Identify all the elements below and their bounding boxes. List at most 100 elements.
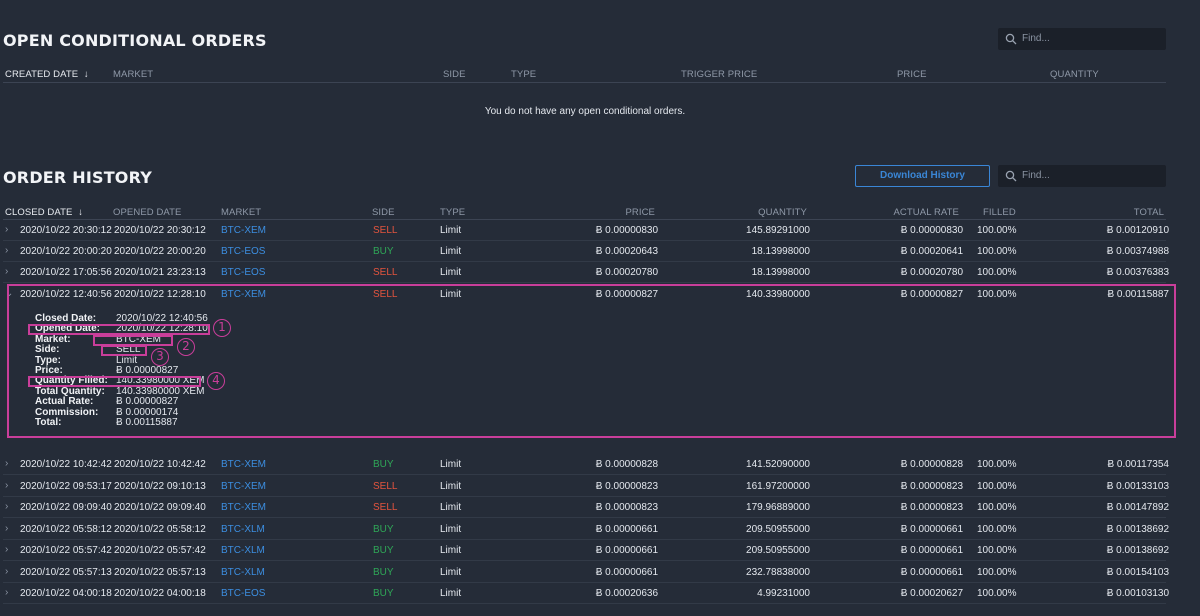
detail-label: Total Quantity: <box>35 385 105 397</box>
cell-quantity: 140.33980000 <box>746 289 810 300</box>
col-filled[interactable]: FILLED <box>983 207 1016 218</box>
col-total[interactable]: TOTAL <box>1133 207 1164 218</box>
cell-price: Ƀ 0.00000661 <box>595 566 658 578</box>
open-orders-header-divider <box>3 82 1166 83</box>
col-price[interactable]: PRICE <box>897 69 927 80</box>
table-row[interactable]: › 2020/10/22 20:30:12 2020/10/22 20:30:12 B… <box>3 220 1169 241</box>
cell-market[interactable]: BTC-XLM <box>221 523 265 535</box>
cell-price: Ƀ 0.00000661 <box>595 545 658 556</box>
highlight-opened-date <box>28 324 210 335</box>
cell-quantity: 145.89291000 <box>746 225 810 236</box>
cell-filled: 100.00% <box>977 502 1017 513</box>
chevron-right-icon[interactable]: › <box>5 224 9 235</box>
chevron-right-icon[interactable]: › <box>5 479 9 491</box>
table-row[interactable]: › 2020/10/22 04:00:18 2020/10/22 04:00:18 B… <box>3 583 1169 604</box>
cell-total: Ƀ 0.00115887 <box>1107 289 1169 300</box>
cell-side: SELL <box>373 480 398 492</box>
chevron-right-icon[interactable]: › <box>5 501 9 512</box>
col-actual-rate[interactable]: ACTUAL RATE <box>893 207 959 218</box>
table-row[interactable]: › 2020/10/22 09:53:17 2020/10/22 09:10:13 B… <box>3 476 1169 497</box>
col-closed-date-label: CLOSED DATE <box>5 207 73 218</box>
col-market[interactable]: MARKET <box>113 69 154 80</box>
col-quantity[interactable]: QUANTITY <box>758 207 807 218</box>
col-trigger-price[interactable]: TRIGGER PRICE <box>681 69 758 80</box>
table-row[interactable]: ⌄ 2020/10/22 12:40:56 2020/10/22 12:28:10 B… <box>3 284 1169 305</box>
col-opened-date[interactable]: OPENED DATE <box>113 207 182 218</box>
table-row[interactable]: › 2020/10/22 17:05:56 2020/10/21 23:23:13 B… <box>3 262 1169 283</box>
detail-label: Market: <box>35 333 71 345</box>
cell-actual-rate: Ƀ 0.00000830 <box>900 225 963 236</box>
cell-market[interactable]: BTC-EOS <box>221 267 266 278</box>
chevron-right-icon[interactable]: › <box>5 544 9 555</box>
order-history-search-input[interactable]: Find... <box>998 165 1166 187</box>
cell-closed-date: 2020/10/22 09:53:17 <box>20 480 112 492</box>
chevron-right-icon[interactable]: › <box>5 458 9 469</box>
table-row[interactable]: › 2020/10/22 10:42:42 2020/10/22 10:42:42 B… <box>3 454 1169 475</box>
col-price[interactable]: PRICE <box>625 207 655 218</box>
detail-value: SELL <box>116 344 141 356</box>
col-quantity[interactable]: QUANTITY <box>1050 69 1099 80</box>
col-side[interactable]: SIDE <box>372 207 395 218</box>
cell-market[interactable]: BTC-EOS <box>221 588 266 599</box>
cell-market[interactable]: BTC-XEM <box>221 289 266 300</box>
col-market[interactable]: MARKET <box>221 207 262 218</box>
open-orders-search-input[interactable]: Find... <box>998 28 1166 50</box>
table-row[interactable]: › 2020/10/22 20:00:20 2020/10/22 20:00:20 B… <box>3 241 1169 262</box>
cell-market[interactable]: BTC-XEM <box>221 459 266 470</box>
cell-closed-date: 2020/10/22 17:05:56 <box>20 267 112 278</box>
cell-price: Ƀ 0.00000823 <box>595 502 658 513</box>
chevron-right-icon[interactable]: › <box>5 587 9 598</box>
cell-total: Ƀ 0.00374988 <box>1106 246 1169 257</box>
annotation-badge-1: 1 <box>213 319 231 337</box>
detail-value: Ƀ 0.00000827 <box>116 365 179 376</box>
col-type[interactable]: TYPE <box>511 69 537 80</box>
cell-actual-rate: Ƀ 0.00000661 <box>900 545 963 556</box>
cell-market[interactable]: BTC-XEM <box>221 480 266 492</box>
cell-quantity: 18.13998000 <box>751 267 810 278</box>
cell-side: SELL <box>373 267 398 278</box>
cell-filled: 100.00% <box>977 225 1017 236</box>
cell-market[interactable]: BTC-XEM <box>221 502 266 513</box>
cell-price: Ƀ 0.00000823 <box>595 480 658 492</box>
chevron-down-icon[interactable]: ⌄ <box>5 288 14 299</box>
cell-side: SELL <box>373 502 398 513</box>
chevron-right-icon[interactable]: › <box>5 245 9 256</box>
cell-filled: 100.00% <box>977 480 1017 492</box>
cell-opened-date: 2020/10/22 12:28:10 <box>114 289 206 300</box>
col-created-date[interactable]: CREATED DATE ↓ <box>5 69 89 80</box>
table-row[interactable]: › 2020/10/22 05:57:42 2020/10/22 05:57:42 B… <box>3 540 1169 561</box>
chevron-right-icon[interactable]: › <box>5 522 9 534</box>
table-row[interactable]: › 2020/10/22 09:09:40 2020/10/22 09:09:40 B… <box>3 497 1169 518</box>
chevron-right-icon[interactable]: › <box>5 565 9 577</box>
cell-type: Limit <box>440 480 462 492</box>
cell-filled: 100.00% <box>977 523 1017 535</box>
cell-side: SELL <box>373 225 398 236</box>
col-side[interactable]: SIDE <box>443 69 466 80</box>
cell-closed-date: 2020/10/22 20:00:20 <box>20 246 112 257</box>
cell-market[interactable]: BTC-XLM <box>221 566 265 578</box>
chevron-right-icon[interactable]: › <box>5 266 9 277</box>
cell-side: BUY <box>373 246 394 257</box>
cell-quantity: 232.78838000 <box>746 566 810 578</box>
cell-actual-rate: Ƀ 0.00000827 <box>900 289 963 300</box>
cell-market[interactable]: BTC-XLM <box>221 545 265 556</box>
cell-filled: 100.00% <box>977 566 1017 578</box>
cell-filled: 100.00% <box>977 246 1017 257</box>
cell-closed-date: 2020/10/22 10:42:42 <box>20 459 112 470</box>
cell-filled: 100.00% <box>977 545 1017 556</box>
table-row[interactable]: › 2020/10/22 05:57:13 2020/10/22 05:57:13 B… <box>3 562 1169 583</box>
col-type[interactable]: TYPE <box>440 207 466 218</box>
open-orders-search-placeholder: Find... <box>1022 33 1050 44</box>
detail-label: Actual Rate: <box>35 396 94 408</box>
cell-market[interactable]: BTC-EOS <box>221 246 266 257</box>
cell-market[interactable]: BTC-XEM <box>221 225 266 236</box>
col-closed-date[interactable]: CLOSED DATE ↓ <box>5 207 83 218</box>
cell-type: Limit <box>440 545 462 556</box>
download-history-button[interactable]: Download History <box>855 165 990 187</box>
cell-type: Limit <box>440 588 462 599</box>
cell-closed-date: 2020/10/22 05:57:13 <box>20 566 112 578</box>
detail-value: Ƀ 0.00115887 <box>116 417 178 428</box>
cell-actual-rate: Ƀ 0.00000823 <box>900 480 963 492</box>
table-row[interactable]: › 2020/10/22 05:58:12 2020/10/22 05:58:12 B… <box>3 519 1169 540</box>
detail-label: Side: <box>35 344 60 356</box>
